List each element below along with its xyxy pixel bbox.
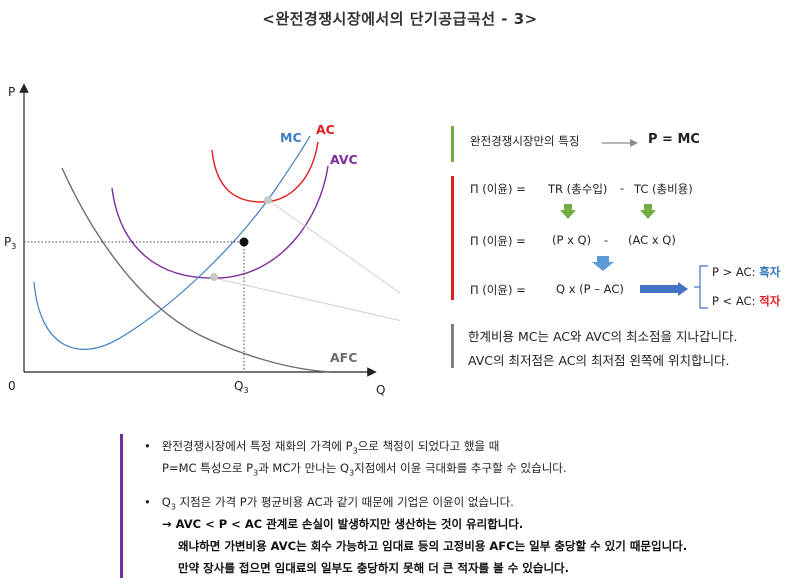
blue-right-arrow-icon [640, 282, 688, 296]
loss-word: 적자 [759, 294, 781, 308]
bullet-1-cont: P=MC 특성으로 P3과 MC가 만나는 Q3지점에서 이윤 극대화를 추구할… [162, 461, 567, 478]
row3-term: Q x (P – AC) [556, 282, 624, 296]
b1-text-post: 으로 책정이 되었다고 했을 때 [357, 439, 500, 453]
cost-curve-graph: P Q 0 P3 Q3 MC AC AVC AFC [4, 83, 400, 397]
panel3-line2: AVC의 최저점은 AC의 최저점 왼쪽에 위치합니다. [468, 353, 730, 368]
green-down-arrow-icon [640, 204, 656, 219]
row1-term-a: TR (총수입) [548, 182, 608, 196]
q3-label: Q3 [234, 379, 249, 395]
mc-curve [33, 135, 311, 350]
x-axis-label: Q [376, 383, 385, 397]
origin-label: 0 [8, 379, 16, 393]
b1-text: 완전경쟁시장에서 특정 재화의 가격에 P [161, 439, 353, 453]
row3-label: Π (이윤) = [470, 283, 526, 297]
equilibrium-point [239, 237, 249, 247]
ac-label: AC [316, 122, 335, 137]
row2-operator: - [604, 233, 609, 247]
bullet-2-conclusion: → AVC < P < AC 관계로 손실이 발생하지만 생산하는 것이 유리합… [162, 517, 524, 531]
bottom-accent-bar [120, 434, 123, 578]
afc-label: AFC [330, 350, 357, 365]
mc-label: MC [280, 130, 302, 145]
row2-label: Π (이윤) = [470, 234, 526, 248]
panel3-accent-bar [451, 324, 454, 368]
bullet-mark: • [144, 495, 151, 509]
p3-label: P3 [4, 235, 16, 251]
bullet-2: • Q3 지점은 가격 P가 평균비용 AC과 같기 때문에 기업은 이윤이 없… [144, 495, 514, 512]
arrow-right-icon [602, 139, 638, 147]
row1-operator: - [620, 181, 625, 195]
avc-min-point [210, 273, 218, 281]
outcome-bracket [694, 265, 708, 309]
panel3-line1: 한계비용 MC는 AC와 AVC의 최소점을 지나갑니다. [468, 329, 738, 344]
avc-curve [111, 165, 329, 279]
ac-curve [211, 141, 319, 203]
profit-word: 흑자 [759, 265, 781, 279]
bullet-2-warning: 만약 장사를 접으면 임대료의 일부도 충당하지 못해 더 큰 적자를 볼 수 … [178, 561, 569, 575]
profit-outcome: P > AC: 흑자 [712, 264, 780, 280]
green-down-arrow-icon [560, 204, 576, 219]
row2-term-a: (P x Q) [552, 233, 592, 247]
avc-label: AVC [330, 152, 358, 167]
page-title: <완전경쟁시장에서의 단기공급곡선 - 3> [262, 10, 538, 28]
profit-condition: P > AC: [712, 265, 756, 279]
row1-term-b: TC (총비용) [634, 182, 693, 196]
panel1-accent-bar [451, 126, 454, 162]
ac-min-point [264, 196, 272, 204]
bullet-mark: • [144, 439, 151, 453]
y-axis-label: P [8, 85, 15, 99]
leader-line-ac [267, 199, 400, 294]
panel1-text: 완전경쟁시장만의 특징 [470, 134, 580, 148]
blue-down-arrow-icon [592, 256, 614, 271]
bullet-1: • 완전경쟁시장에서 특정 재화의 가격에 P3으로 책정이 되었다고 했을 때 [144, 439, 500, 456]
row2-term-b: (AC x Q) [628, 233, 676, 247]
loss-condition: P < AC: [712, 294, 756, 308]
panel2-accent-bar [451, 176, 454, 300]
leader-line-avc [213, 277, 400, 322]
bullet-2-reason: 왜냐하면 가변비용 AVC는 회수 가능하고 임대료 등의 고정비용 AFC는 … [178, 539, 688, 553]
loss-outcome: P < AC: 적자 [712, 293, 780, 309]
panel1-result: P = MC [648, 132, 700, 147]
row1-label: Π (이윤) = [470, 182, 526, 196]
afc-curve [61, 167, 331, 373]
